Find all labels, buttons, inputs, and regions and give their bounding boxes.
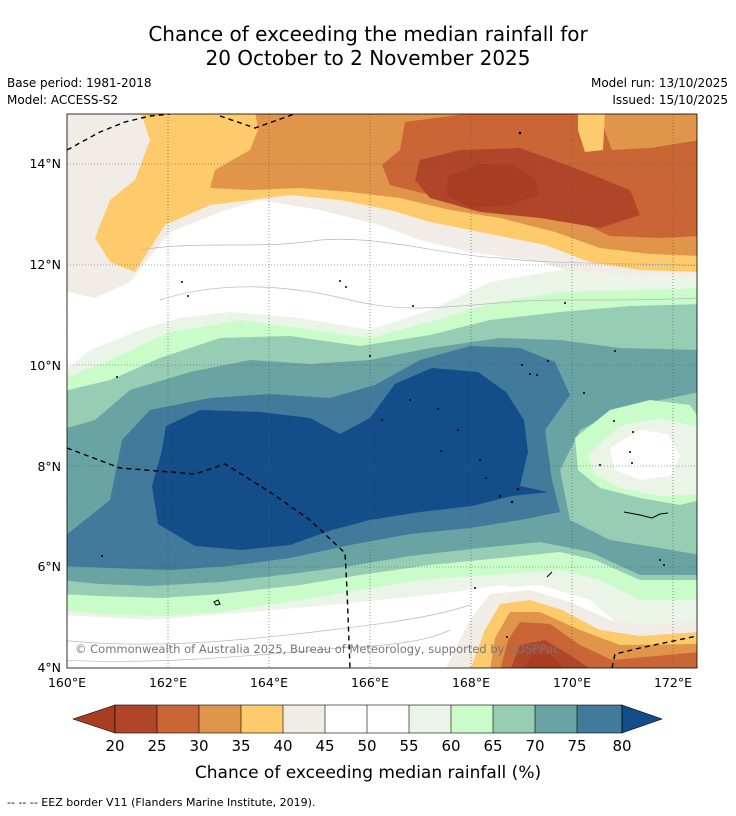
lon-label: 168°E — [452, 675, 490, 690]
colorbar-cell — [283, 705, 325, 733]
colorbar-cell — [493, 705, 535, 733]
colorbar-tick: 55 — [399, 737, 418, 755]
colorbar-cell — [241, 705, 283, 733]
colorbar-tick: 75 — [567, 737, 586, 755]
meta-left: Base period: 1981-2018 Model: ACCESS-S2 — [7, 75, 152, 109]
island-outlines — [213, 511, 669, 606]
colorbar-label: Chance of exceeding median rainfall (%) — [195, 763, 541, 783]
colorbar-cell — [325, 705, 367, 733]
lon-label: 160°E — [48, 675, 86, 690]
graticule — [67, 114, 697, 668]
colorbar-tick: 25 — [147, 737, 166, 755]
title-line-1: Chance of exceeding the median rainfall … — [148, 22, 588, 46]
contour-below-20-south — [523, 654, 564, 668]
map-title: Chance of exceeding the median rainfall … — [0, 22, 736, 70]
model-name: Model: ACCESS-S2 — [7, 93, 119, 107]
colorbar-cell — [535, 705, 577, 733]
colorbar-tick: 40 — [273, 737, 292, 755]
colorbar-tick: 45 — [315, 737, 334, 755]
copyright-notice: © Commonwealth of Australia 2025, Bureau… — [75, 642, 559, 656]
colorbar: 20 25 30 35 40 45 50 55 60 65 70 75 80 C… — [72, 704, 663, 783]
rainfall-probability-field: © Commonwealth of Australia 2025, Bureau… — [67, 114, 697, 668]
eez-border-lines — [67, 114, 697, 668]
lat-label: 8°N — [37, 459, 61, 474]
colorbar-tick: 20 — [105, 737, 124, 755]
lat-label: 6°N — [37, 559, 61, 574]
title-line-2: 20 October to 2 November 2025 — [205, 46, 531, 70]
colorbar-cell — [451, 705, 493, 733]
colorbar-cell — [367, 705, 409, 733]
lon-label: 172°E — [654, 675, 692, 690]
contour-above-80-core — [152, 368, 548, 550]
contour-70-75-east — [622, 362, 672, 386]
colorbar-cell — [157, 705, 199, 733]
colorbar-cell — [115, 705, 157, 733]
colorbar-tick: 80 — [612, 737, 631, 755]
map-frame — [66, 113, 698, 669]
lat-label: 4°N — [37, 660, 61, 675]
contour-lines — [67, 238, 697, 662]
colorbar-tick: 30 — [189, 737, 208, 755]
lon-label: 162°E — [149, 675, 187, 690]
meta-right: Model run: 13/10/2025 Issued: 15/10/2025 — [591, 75, 728, 109]
colorbar-tick: 65 — [483, 737, 502, 755]
contour-35-40-patch — [578, 114, 605, 152]
issued-date: Issued: 15/10/2025 — [612, 93, 728, 107]
colorbar-arrow-right — [621, 704, 663, 734]
colorbar-cell — [409, 705, 451, 733]
longitude-labels: 160°E 162°E 164°E 166°E 168°E 170°E 172°… — [48, 675, 692, 690]
lon-label: 170°E — [553, 675, 591, 690]
lon-label: 166°E — [351, 675, 389, 690]
colorbar-cell — [577, 705, 622, 733]
lat-label: 14°N — [29, 156, 61, 171]
lat-label: 12°N — [29, 257, 61, 272]
eez-legend-note: -- -- -- EEZ border V11 (Flanders Marine… — [7, 796, 316, 809]
colorbar-ticks: 20 25 30 35 40 45 50 55 60 65 70 75 80 — [105, 737, 631, 755]
contour-30-35-small — [250, 174, 296, 190]
colorbar-cell — [199, 705, 241, 733]
contour-below-20-north — [447, 164, 538, 208]
base-period: Base period: 1981-2018 — [7, 76, 152, 90]
lon-label: 164°E — [250, 675, 288, 690]
model-run: Model run: 13/10/2025 — [590, 76, 728, 90]
colorbar-arrow-left — [72, 704, 116, 734]
colorbar-tick: 60 — [441, 737, 460, 755]
contour-50-55-east — [610, 430, 680, 480]
lat-label: 10°N — [29, 358, 61, 373]
latitude-labels: 14°N 12°N 10°N 8°N 6°N 4°N — [29, 156, 61, 675]
colorbar-tick: 50 — [357, 737, 376, 755]
colorbar-tick: 35 — [231, 737, 250, 755]
colorbar-tick: 70 — [525, 737, 544, 755]
islands — [101, 131, 665, 638]
